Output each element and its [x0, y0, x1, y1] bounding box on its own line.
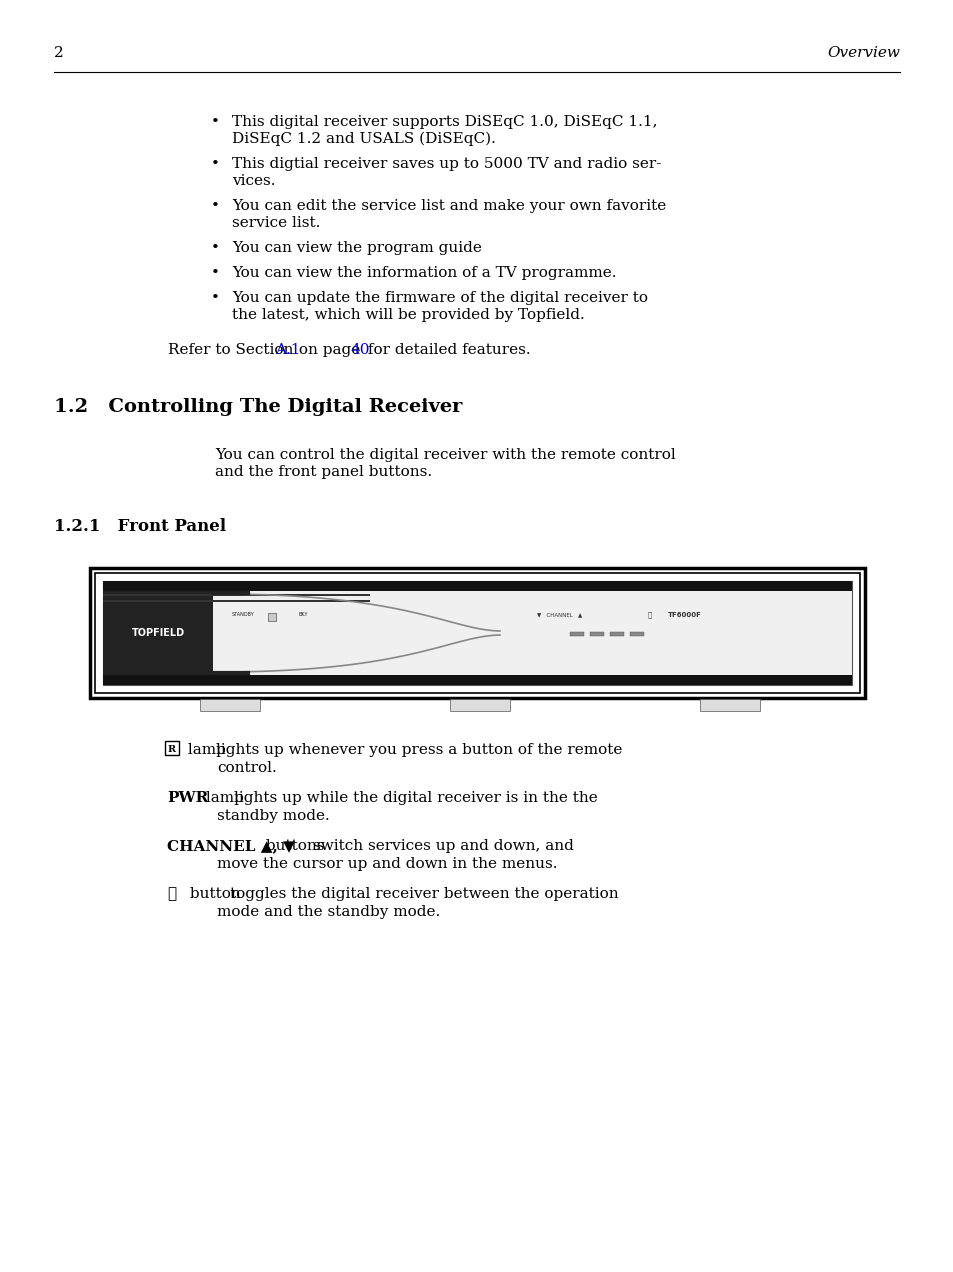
Text: •: •	[211, 291, 219, 305]
Bar	[200, 700, 260, 711]
Bar	[450, 700, 510, 711]
Text: You can view the program guide: You can view the program guide	[232, 240, 481, 254]
Text: •: •	[211, 114, 219, 128]
Text: •: •	[211, 156, 219, 170]
Text: for detailed features.: for detailed features.	[363, 343, 531, 357]
Text: Refer to Section: Refer to Section	[168, 343, 298, 357]
Text: BKY: BKY	[298, 613, 308, 617]
Text: lights up whenever you press a button of the remote: lights up whenever you press a button of…	[215, 743, 621, 757]
Bar	[589, 632, 603, 636]
Bar	[165, 742, 179, 756]
Text: button: button	[185, 887, 240, 901]
Bar	[569, 632, 583, 636]
Bar	[268, 613, 275, 621]
Text: You can edit the service list and make your own favorite: You can edit the service list and make y…	[232, 198, 665, 212]
Text: switch services up and down, and: switch services up and down, and	[313, 840, 573, 854]
Text: ⏻: ⏻	[167, 887, 176, 901]
Text: •: •	[211, 266, 219, 280]
Bar	[700, 700, 760, 711]
Text: DiSEqC 1.2 and USALS (DiSEqC).: DiSEqC 1.2 and USALS (DiSEqC).	[232, 132, 496, 146]
Text: lamp: lamp	[201, 791, 244, 805]
Text: and the front panel buttons.: and the front panel buttons.	[214, 466, 432, 480]
Polygon shape	[103, 581, 851, 686]
Text: CHANNEL ▲, ▼: CHANNEL ▲, ▼	[167, 840, 294, 854]
Text: 1.2   Controlling The Digital Receiver: 1.2 Controlling The Digital Receiver	[54, 398, 462, 416]
Text: TOPFIELD: TOPFIELD	[132, 628, 184, 639]
Polygon shape	[103, 581, 213, 686]
Polygon shape	[103, 581, 851, 591]
Text: •: •	[211, 198, 219, 212]
Text: toggles the digital receiver between the operation: toggles the digital receiver between the…	[231, 887, 618, 901]
Polygon shape	[103, 675, 851, 686]
Text: 40: 40	[351, 343, 370, 357]
Text: lights up while the digital receiver is in the the: lights up while the digital receiver is …	[233, 791, 598, 805]
Bar	[629, 632, 643, 636]
Text: mode and the standby mode.: mode and the standby mode.	[216, 904, 439, 918]
Text: •: •	[211, 240, 219, 254]
Text: service list.: service list.	[232, 216, 320, 230]
Text: ⏻: ⏻	[647, 612, 652, 618]
Text: TF6000F: TF6000F	[667, 612, 701, 618]
Text: STANDBY: STANDBY	[232, 613, 254, 617]
Bar	[609, 632, 623, 636]
Text: Overview: Overview	[826, 46, 899, 60]
Text: control.: control.	[216, 761, 276, 775]
Text: This digtial receiver saves up to 5000 TV and radio ser-: This digtial receiver saves up to 5000 T…	[232, 156, 660, 170]
Text: ▼   CHANNEL   ▲: ▼ CHANNEL ▲	[537, 613, 582, 617]
Polygon shape	[103, 594, 370, 597]
Text: PWR: PWR	[167, 791, 208, 805]
Text: standby mode.: standby mode.	[216, 809, 330, 823]
Text: 1.2.1   Front Panel: 1.2.1 Front Panel	[54, 518, 226, 536]
Text: vices.: vices.	[232, 174, 275, 188]
Text: You can update the firmware of the digital receiver to: You can update the firmware of the digit…	[232, 291, 647, 305]
Text: This digital receiver supports DiSEqC 1.0, DiSEqC 1.1,: This digital receiver supports DiSEqC 1.…	[232, 114, 657, 128]
Text: 2: 2	[54, 46, 64, 60]
Text: You can view the information of a TV programme.: You can view the information of a TV pro…	[232, 266, 616, 280]
Text: the latest, which will be provided by Topfield.: the latest, which will be provided by To…	[232, 308, 584, 322]
Text: on page: on page	[294, 343, 365, 357]
Text: R: R	[168, 744, 176, 753]
Text: lamp: lamp	[183, 743, 226, 757]
Text: You can control the digital receiver with the remote control: You can control the digital receiver wit…	[214, 448, 675, 462]
Text: buttons: buttons	[261, 840, 324, 854]
Polygon shape	[103, 600, 370, 602]
Text: move the cursor up and down in the menus.: move the cursor up and down in the menus…	[216, 857, 557, 871]
Text: A.1: A.1	[274, 343, 300, 357]
